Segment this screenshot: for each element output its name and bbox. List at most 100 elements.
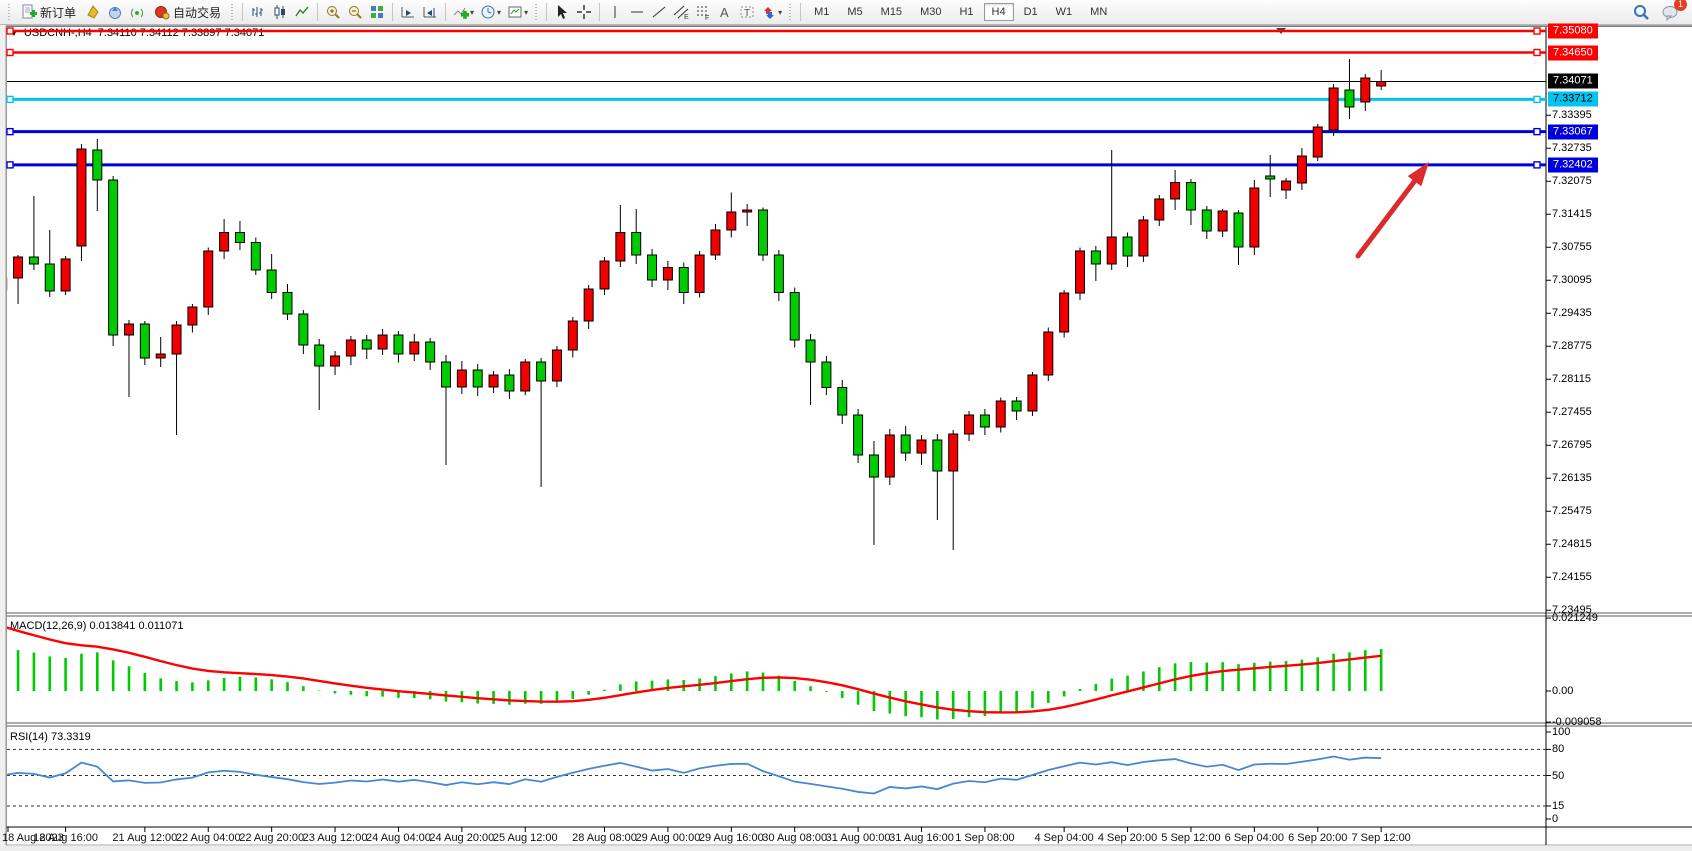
candle-body [853, 414, 864, 456]
timeframe-M1[interactable]: M1 [814, 6, 830, 18]
tile-windows-button[interactable] [366, 2, 388, 23]
zoom-in-button[interactable] [322, 2, 344, 23]
horizontal-line-button[interactable] [626, 2, 648, 23]
zoom-out-button[interactable] [344, 2, 366, 23]
line-handle[interactable] [6, 27, 14, 35]
price-tick-label[interactable]: 7.31415 [1552, 208, 1592, 221]
date-label[interactable]: 31 Aug 00:00 [825, 832, 891, 844]
price-tick-label[interactable]: 7.30095 [1552, 274, 1592, 287]
fibonacci-button[interactable]: F [692, 2, 714, 23]
arrow-object[interactable] [1355, 162, 1429, 259]
toolbar-grip[interactable] [534, 4, 540, 20]
new-order-button[interactable]: 新订单 [15, 2, 82, 23]
candle-body [995, 400, 1006, 428]
vertical-line-button[interactable] [604, 2, 626, 23]
date-label[interactable]: 6 Sep 04:00 [1224, 832, 1285, 844]
line-handle[interactable] [6, 161, 14, 169]
templates-button[interactable]: ▾ [504, 2, 531, 23]
periods-button[interactable]: ▾ [477, 2, 504, 23]
price-tick-label[interactable]: 7.25475 [1552, 505, 1592, 518]
date-label[interactable]: 4 Sep 04:00 [1034, 832, 1094, 844]
price-tick-label[interactable]: 7.27455 [1552, 406, 1592, 419]
auto-scroll-button[interactable] [397, 2, 419, 23]
crosshair-button[interactable] [573, 2, 595, 23]
line-handle[interactable] [1533, 27, 1541, 35]
timeframe-H4[interactable]: H4 [983, 3, 1014, 21]
date-label[interactable]: 24 Aug 20:00 [429, 832, 495, 844]
toolbar-grip[interactable] [7, 4, 12, 20]
date-label[interactable]: 24 Aug 04:00 [366, 832, 431, 844]
price-tick-label[interactable]: 7.24155 [1552, 571, 1592, 584]
line-handle[interactable] [1533, 127, 1541, 136]
timeframe-W1[interactable]: W1 [1055, 6, 1073, 18]
price-tick-label[interactable]: 7.26795 [1552, 439, 1592, 452]
toolbar-grip[interactable] [788, 4, 794, 20]
date-label[interactable]: 28 Aug 08:00 [572, 832, 637, 844]
date-label[interactable]: 1 Sep 08:00 [955, 832, 1015, 844]
date-label[interactable]: 29 Aug 16:00 [698, 832, 764, 844]
timeframe-M15[interactable]: M15 [880, 6, 903, 18]
indicators-button[interactable]: ▾ [450, 2, 477, 23]
date-label[interactable]: 21 Aug 12:00 [112, 832, 178, 844]
upload-chart-button[interactable] [104, 2, 126, 23]
timeframe-MN[interactable]: MN [1090, 6, 1108, 18]
signal-button[interactable] [126, 2, 148, 23]
arrows-button[interactable]: ▾ [758, 2, 785, 23]
timeframe-D1[interactable]: D1 [1023, 6, 1038, 18]
price-tick-label[interactable]: 7.29435 [1552, 307, 1592, 320]
date-label[interactable]: 22 Aug 20:00 [239, 832, 305, 844]
line-handle[interactable] [6, 48, 14, 57]
bar-chart-button[interactable] [247, 2, 269, 23]
horizontal-line-icon [629, 4, 645, 20]
date-label[interactable]: 4 Sep 20:00 [1097, 832, 1158, 844]
price-tick-label[interactable]: 7.28115 [1552, 373, 1591, 386]
horizontal-line-object[interactable] [6, 95, 1546, 104]
timeframe-H1[interactable]: H1 [959, 6, 974, 18]
trendline-button[interactable] [648, 2, 670, 23]
candlestick-chart-button[interactable] [269, 2, 291, 23]
date-label[interactable]: 18 Aug 16:00 [33, 832, 99, 844]
cursor-button[interactable] [551, 2, 573, 23]
search-button[interactable] [1630, 2, 1653, 23]
publish-button[interactable] [82, 2, 104, 23]
timeframe-M5[interactable]: M5 [847, 6, 863, 18]
date-label[interactable]: 31 Aug 16:00 [889, 832, 954, 844]
date-label[interactable]: 30 Aug 08:00 [762, 832, 828, 844]
text-button[interactable]: A [714, 2, 736, 23]
chart-shift-button[interactable] [419, 2, 441, 23]
price-tick-label[interactable]: 7.30755 [1552, 241, 1592, 254]
price-tick-label[interactable]: 7.28775 [1552, 340, 1592, 353]
price-tick-label[interactable]: 7.33395 [1552, 109, 1592, 122]
price-tick-label[interactable]: 7.32075 [1552, 175, 1592, 188]
date-label[interactable]: 22 Aug 04:00 [175, 832, 241, 844]
date-label[interactable]: 5 Sep 12:00 [1161, 832, 1221, 844]
date-label[interactable]: 18 Aug 2023 [2, 832, 64, 844]
date-label[interactable]: 29 Aug 00:00 [635, 832, 701, 844]
date-label[interactable]: 7 Sep 12:00 [1351, 832, 1411, 844]
price-tick-label[interactable]: 7.23495 [1552, 604, 1592, 617]
horizontal-line-object[interactable] [6, 161, 1546, 169]
line-handle[interactable] [6, 95, 14, 104]
line-handle[interactable] [6, 127, 14, 136]
notifications-button[interactable]: 1 [1659, 0, 1687, 23]
toolbar-grip[interactable] [230, 4, 236, 20]
text-label-button[interactable]: T [736, 2, 758, 23]
date-label[interactable]: 25 Aug 12:00 [492, 832, 558, 844]
line-handle[interactable] [1533, 95, 1541, 104]
line-handle[interactable] [1533, 48, 1541, 57]
line-chart-button[interactable] [291, 2, 313, 23]
equidistant-channel-button[interactable]: E [670, 2, 692, 23]
horizontal-line-object[interactable] [6, 27, 1546, 35]
date-label[interactable]: 23 Aug 12:00 [302, 832, 368, 844]
timeframe-M30[interactable]: M30 [920, 6, 942, 18]
line-handle[interactable] [1533, 161, 1541, 169]
date-label[interactable]: 6 Sep 20:00 [1288, 832, 1348, 844]
price-tick-label[interactable]: 7.24815 [1552, 538, 1592, 551]
horizontal-line-object[interactable] [6, 48, 1546, 57]
horizontal-line-object[interactable] [6, 127, 1546, 136]
auto-trading-button[interactable]: 自动交易 [148, 2, 227, 23]
price-tick-label[interactable]: 7.26135 [1552, 472, 1592, 485]
toolbar-separator [392, 3, 394, 21]
price-tick-label[interactable]: 7.32735 [1552, 142, 1592, 155]
